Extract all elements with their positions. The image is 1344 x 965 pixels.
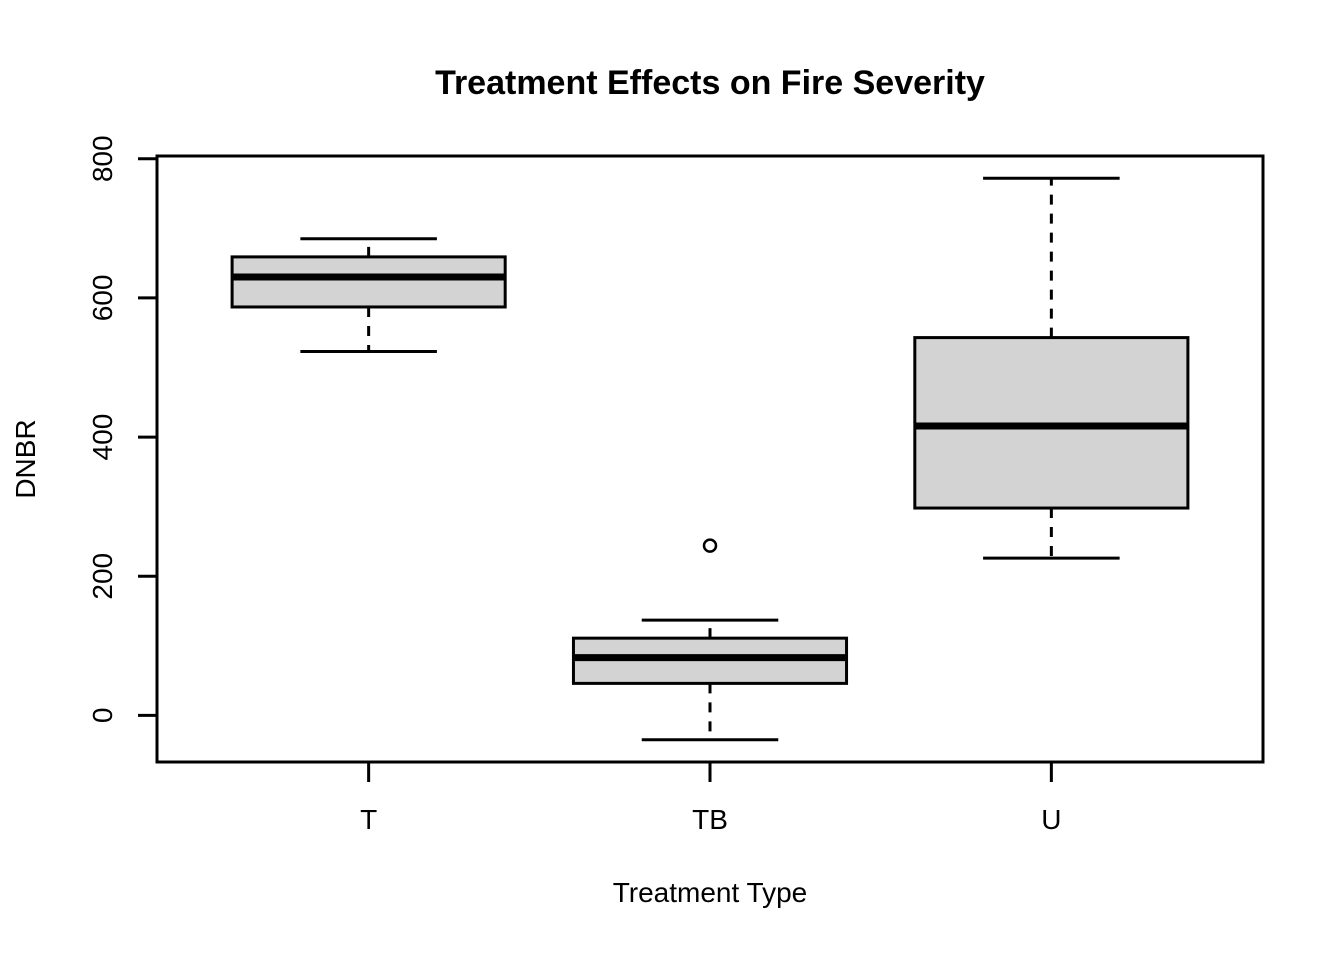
plot-area: 0 200 400 600 800 T TB U xyxy=(87,135,1265,835)
y-tick-label: 400 xyxy=(87,414,118,461)
y-axis-title: DNBR xyxy=(10,419,41,498)
y-tick-label: 200 xyxy=(87,553,118,600)
y-tick-label: 0 xyxy=(87,708,118,724)
boxplot-t xyxy=(230,237,507,354)
chart-title: Treatment Effects on Fire Severity xyxy=(435,64,985,102)
boxplot-u xyxy=(913,176,1190,560)
y-tick-label: 800 xyxy=(87,135,118,182)
boxplot-tb xyxy=(571,538,849,742)
y-tick-label: 600 xyxy=(87,275,118,322)
outlier-point xyxy=(702,538,718,553)
iqr-box xyxy=(230,255,507,309)
x-tick-label: TB xyxy=(692,804,728,835)
x-tick-label: T xyxy=(360,804,377,835)
x-axis-title: Treatment Type xyxy=(613,877,808,908)
x-tick-label: U xyxy=(1041,804,1061,835)
plot-border xyxy=(155,154,1265,764)
